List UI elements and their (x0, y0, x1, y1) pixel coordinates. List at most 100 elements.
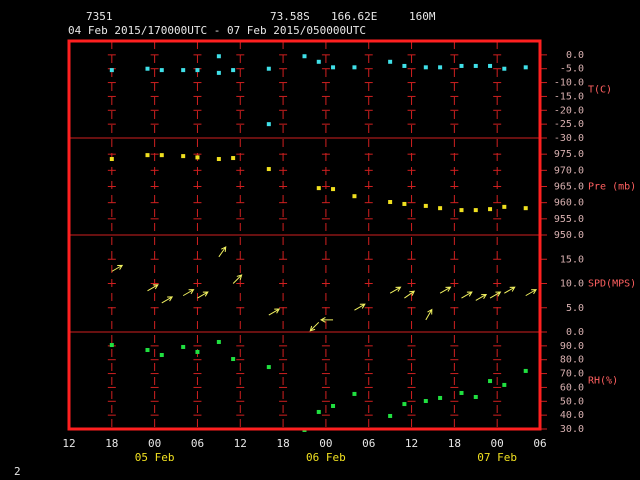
y-tick-label: -25.0 (554, 119, 584, 130)
y-axis-label: RH(%) (588, 376, 618, 387)
y-tick-label: 40.0 (560, 410, 584, 421)
y-tick-label: 970.0 (554, 165, 584, 176)
y-tick-label: 950.0 (554, 230, 584, 241)
wind-arrow (218, 246, 227, 258)
y-tick-label: -10.0 (554, 78, 584, 89)
x-tick-label: 12 (62, 437, 75, 450)
y-tick-label: -15.0 (554, 91, 584, 102)
wind-arrow (161, 296, 174, 304)
y-tick-label: -20.0 (554, 105, 584, 116)
point (459, 63, 464, 68)
point (331, 403, 336, 408)
point (145, 153, 150, 158)
y-tick-label: 975.0 (554, 149, 584, 160)
point (488, 207, 493, 212)
x-tick-label: 12 (405, 437, 418, 450)
y-tick-label: 15.0 (560, 254, 584, 265)
frame (67, 39, 542, 431)
point (402, 63, 407, 68)
wind-arrow (504, 286, 516, 294)
point (488, 379, 493, 384)
x-tick-label: 18 (448, 437, 461, 450)
page-number: 2 (14, 465, 21, 478)
point (316, 59, 321, 64)
wind-arrow (489, 291, 502, 299)
point (181, 154, 186, 159)
point (266, 66, 271, 71)
x-tick-label: 00 (319, 437, 332, 450)
x-tick-label: 00 (491, 437, 504, 450)
point (331, 187, 336, 192)
point (266, 365, 271, 370)
wind-arrow (475, 293, 488, 301)
point (423, 399, 428, 404)
point (438, 206, 443, 211)
y-tick-label: 965.0 (554, 182, 584, 193)
point (502, 382, 507, 387)
wind-arrow (232, 274, 243, 284)
point (216, 339, 221, 344)
point (388, 200, 393, 205)
y-tick-label: 955.0 (554, 214, 584, 225)
wind-arrow (354, 303, 366, 311)
point (402, 402, 407, 407)
point (109, 157, 114, 162)
point (423, 65, 428, 70)
point (502, 204, 507, 209)
point (159, 353, 164, 358)
point (266, 167, 271, 172)
point (523, 65, 528, 70)
x-tick-label: 06 (191, 437, 204, 450)
y-tick-label: 80.0 (560, 355, 584, 366)
wind-arrow (404, 290, 416, 299)
wind-arrow (425, 308, 433, 321)
wind-arrow (268, 308, 281, 316)
latitude: 73.58S (270, 10, 310, 23)
y-tick-label: -30.0 (554, 133, 584, 144)
point (488, 63, 493, 68)
point (216, 54, 221, 59)
point (181, 68, 186, 73)
wind-arrow (309, 321, 320, 332)
point (159, 153, 164, 158)
point (331, 65, 336, 70)
point (459, 208, 464, 213)
wind-arrow (182, 289, 195, 297)
point (438, 395, 443, 400)
wind-arrow (147, 284, 159, 292)
point (109, 68, 114, 73)
point (388, 413, 393, 418)
wind-arrow (389, 286, 402, 294)
elevation: 160M (409, 10, 436, 23)
point (473, 394, 478, 399)
y-axis-label: SPD(MPS) (588, 279, 636, 290)
point (438, 65, 443, 70)
longitude: 166.62E (331, 10, 377, 23)
point (388, 59, 393, 64)
y-tick-label: 0.0 (566, 327, 584, 338)
point (352, 65, 357, 70)
point (181, 344, 186, 349)
point (316, 409, 321, 414)
point (473, 208, 478, 213)
y-axis-label: Pre (mb) (588, 182, 636, 193)
point (523, 368, 528, 373)
point (195, 68, 200, 73)
y-tick-label: 0.0 (566, 50, 584, 61)
point (195, 349, 200, 354)
point (502, 66, 507, 71)
y-tick-label: 960.0 (554, 198, 584, 209)
point (109, 343, 114, 348)
y-tick-label: 30.0 (560, 424, 584, 435)
station: 7351 (86, 10, 113, 23)
point (402, 201, 407, 206)
x-tick-label: 18 (105, 437, 118, 450)
y-tick-label: 10.0 (560, 279, 584, 290)
point (352, 194, 357, 199)
point (159, 68, 164, 73)
point (473, 63, 478, 68)
point (352, 391, 357, 396)
day-label: 05 Feb (135, 451, 175, 464)
y-tick-label: 5.0 (566, 303, 584, 314)
